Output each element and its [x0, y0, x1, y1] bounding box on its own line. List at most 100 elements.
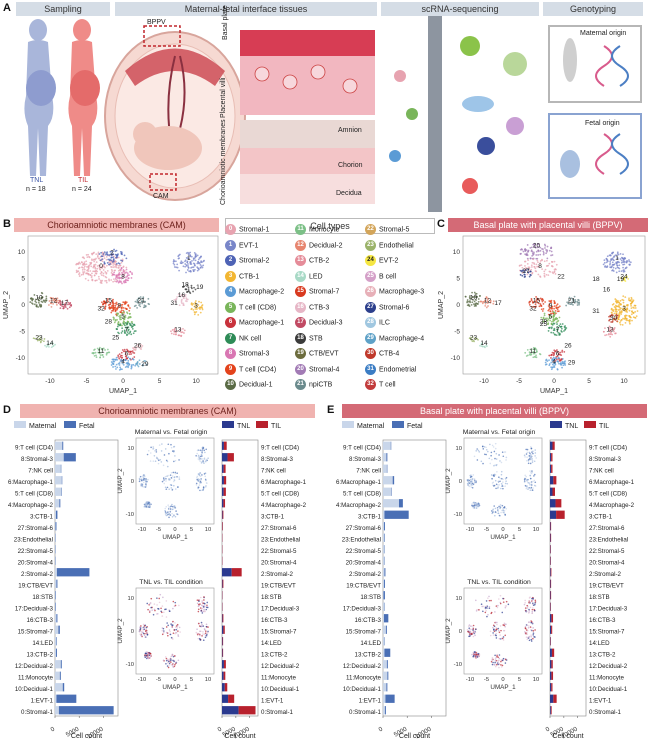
umap-point [537, 261, 539, 264]
umap-point [612, 256, 615, 258]
bar-til [551, 648, 555, 657]
umap-point [170, 332, 173, 335]
mini-umap-point [198, 622, 200, 625]
umap-point [141, 302, 144, 305]
umap-point [188, 270, 191, 273]
umap-point [610, 266, 613, 269]
mini-umap-point [469, 625, 472, 627]
bar-tnl [550, 671, 552, 680]
mini-umap-point [503, 506, 506, 508]
umap-point [194, 264, 196, 267]
category-label-left: 13:CTB-2 [27, 651, 54, 658]
mini-umap-point [530, 629, 532, 631]
mini-umap-point [160, 461, 163, 463]
umap-point [541, 268, 544, 271]
umap-point [118, 306, 121, 308]
umap-point [553, 301, 556, 304]
umap-point [141, 344, 144, 347]
mini-umap-point [144, 656, 147, 659]
category-label-right: 11:Monocyte [261, 674, 297, 681]
mini-umap-point [526, 604, 528, 607]
bar-fetal [384, 648, 391, 657]
umap-point [102, 356, 105, 358]
mini-umap-point [500, 629, 502, 632]
umap-point [39, 340, 42, 343]
umap-point [124, 324, 126, 327]
umap-point [555, 304, 558, 307]
umap-point [198, 262, 201, 265]
mini-umap-point [172, 620, 174, 623]
mini-umap-point [170, 623, 172, 625]
umap-point [620, 318, 623, 321]
umap-point [36, 337, 39, 340]
umap-point [634, 310, 637, 313]
umap-point [178, 304, 181, 307]
bar-maternal [55, 648, 56, 657]
umap-point [173, 333, 175, 336]
bar-tnl [550, 683, 552, 692]
umap-point [124, 321, 127, 324]
mini-umap-point [503, 629, 506, 632]
umap-point [483, 345, 486, 348]
umap-point [479, 300, 482, 303]
mini-umap-point [172, 471, 175, 474]
umap-point [541, 298, 544, 300]
legend-label: CTB-4 [379, 350, 400, 358]
umap-point [139, 347, 142, 350]
umap-point [469, 301, 472, 304]
umap-point [532, 356, 535, 359]
mini-umap-point [151, 609, 154, 611]
bar-tnl [550, 625, 552, 634]
umap-point [199, 311, 202, 314]
umap-point [556, 368, 559, 371]
panel-e-title: Basal plate with placental villi (BPPV) [342, 404, 647, 418]
bar-tnl [222, 441, 224, 450]
umap-point [98, 278, 100, 280]
category-label-right: 11:Monocyte [589, 674, 625, 681]
umap-point [524, 260, 527, 263]
bar-fetal [62, 683, 65, 692]
umap-point [486, 302, 489, 305]
cluster-label: 5 [549, 313, 553, 320]
umap-point [112, 310, 114, 312]
umap-point [629, 263, 631, 266]
umap-point [105, 253, 107, 256]
umap-point [553, 366, 556, 368]
umap-point [604, 327, 606, 330]
mini-umap-point [172, 632, 175, 634]
umap-point [556, 308, 559, 311]
umap-point [546, 323, 549, 325]
umap-point [100, 271, 103, 274]
umap-point [477, 338, 479, 341]
umap-point [486, 300, 489, 303]
mini-umap-point [145, 657, 148, 660]
mini-x-tick: -10 [138, 527, 146, 533]
mini-umap-point [476, 459, 479, 461]
umap-point [630, 298, 633, 301]
bar-fetal [383, 614, 389, 623]
panel-a-letter: A [3, 2, 11, 14]
umap-point [552, 362, 555, 365]
mini-umap-point [524, 632, 527, 634]
bar-frame-right [221, 439, 259, 717]
decidua-label: Decidua [336, 190, 362, 197]
category-label-left: 8:Stromal-3 [21, 456, 54, 463]
umap-point [532, 243, 535, 246]
mini-umap-point [525, 487, 528, 490]
mini-umap-point [475, 481, 477, 484]
panel-b-title: Chorioamniotic membranes (CAM) [14, 218, 219, 232]
umap-point [125, 279, 127, 282]
mini-umap-point [144, 654, 146, 656]
mini-umap-point [167, 659, 169, 661]
bar-maternal [55, 476, 62, 485]
mini-umap-point [204, 451, 206, 454]
umap-point [190, 255, 193, 258]
mini-umap-point [141, 483, 144, 485]
umap-point [57, 302, 60, 304]
umap-point [127, 277, 130, 280]
umap-point [48, 345, 50, 348]
umap-point [114, 277, 117, 280]
umap-point [79, 262, 82, 265]
umap-point [536, 246, 539, 249]
umap-point [613, 330, 615, 333]
